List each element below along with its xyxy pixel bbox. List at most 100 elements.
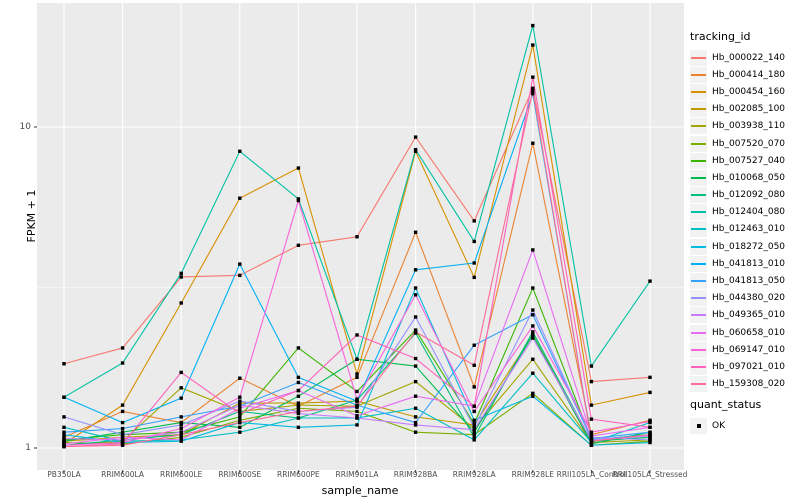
- data-point: [472, 435, 476, 439]
- data-point: [648, 440, 652, 445]
- legend-key-line-icon: [690, 135, 707, 152]
- data-point: [589, 403, 594, 407]
- data-point: [413, 423, 418, 427]
- data-point: [355, 414, 359, 418]
- x-tick-label: RRIM600LA: [101, 470, 145, 479]
- data-point: [413, 415, 418, 419]
- data-point: [238, 420, 242, 425]
- x-tick-label: RRIM600PE: [277, 470, 320, 479]
- data-point: [120, 403, 125, 407]
- data-point: [648, 433, 652, 437]
- data-point: [296, 198, 301, 203]
- data-point: [120, 438, 125, 442]
- data-point: [472, 418, 476, 422]
- data-point: [413, 379, 418, 384]
- data-point: [531, 330, 535, 334]
- data-point: [296, 375, 301, 380]
- x-tick-label: PB350LA: [47, 470, 81, 479]
- data-point: [120, 361, 125, 365]
- legend-item-label: Hb_007527_040: [712, 155, 786, 166]
- data-point: [179, 415, 183, 419]
- legend-item-label: Hb_000022_140: [712, 52, 786, 63]
- data-point: [648, 390, 652, 395]
- legend-item: Hb_012404_080: [690, 204, 800, 221]
- legend-item: Hb_044380_020: [690, 290, 800, 307]
- data-point: [531, 371, 535, 375]
- legend-item-label: Hb_049365_010: [712, 310, 786, 321]
- data-point: [472, 438, 476, 442]
- legend-item-label: Hb_018272_050: [712, 241, 786, 252]
- data-point: [472, 385, 476, 389]
- data-point: [413, 268, 418, 272]
- data-point: [413, 230, 418, 234]
- data-point: [238, 401, 242, 405]
- data-point: [296, 403, 301, 407]
- data-point: [531, 141, 535, 145]
- data-point: [589, 417, 594, 421]
- data-point: [648, 419, 652, 424]
- data-point: [120, 420, 125, 425]
- data-point: [413, 147, 418, 152]
- legend-item-label: Hb_159308_020: [712, 379, 786, 390]
- data-point: [238, 430, 242, 434]
- y-axis-title: FPKM + 1: [24, 189, 38, 243]
- data-point: [589, 434, 594, 438]
- data-point: [179, 275, 183, 279]
- data-point: [589, 443, 594, 447]
- x-tick-label: RRII105LA_Stressed: [612, 470, 688, 479]
- data-point: [238, 395, 242, 399]
- data-point: [179, 386, 183, 390]
- data-point: [296, 388, 301, 393]
- data-point: [472, 343, 476, 347]
- legend-item: Hb_007527_040: [690, 152, 800, 169]
- legend-item: Hb_018272_050: [690, 238, 800, 255]
- data-point: [179, 301, 183, 305]
- data-point: [648, 438, 652, 442]
- data-point: [238, 376, 242, 380]
- legend-quant-status: quant_status OK: [690, 398, 800, 434]
- data-point: [531, 86, 535, 90]
- data-point: [648, 430, 652, 434]
- legend-key-line-icon: [690, 101, 707, 118]
- legend-key-line-icon: [690, 358, 707, 375]
- legend-key-line-icon: [690, 290, 707, 307]
- legend-item: Hb_159308_020: [690, 376, 800, 393]
- data-point: [531, 313, 535, 317]
- data-point: [120, 443, 125, 447]
- data-point: [472, 219, 476, 223]
- legend-item: Hb_012092_080: [690, 187, 800, 204]
- data-point: [355, 372, 359, 376]
- data-point: [120, 426, 125, 431]
- legend-item-label: Hb_000414_180: [712, 69, 786, 80]
- data-point: [531, 336, 535, 340]
- data-point: [413, 135, 418, 139]
- data-point: [413, 293, 418, 297]
- legend-key-line-icon: [690, 204, 707, 221]
- data-point: [531, 391, 535, 396]
- data-point: [179, 396, 183, 400]
- data-point: [531, 91, 535, 96]
- data-point: [238, 149, 242, 154]
- legend-key-line-icon: [690, 118, 707, 135]
- data-point: [238, 399, 242, 403]
- data-point: [531, 248, 535, 252]
- legend-key-line-icon: [690, 238, 707, 255]
- data-point: [531, 357, 535, 361]
- legend-item-label: Hb_003938_110: [712, 121, 786, 132]
- data-point: [179, 370, 183, 375]
- legend-item: Hb_000022_140: [690, 49, 800, 66]
- data-point: [413, 330, 418, 334]
- data-point: [589, 379, 594, 384]
- data-point: [296, 406, 301, 410]
- data-point: [238, 273, 242, 278]
- legend-item-label: Hb_012092_080: [712, 190, 786, 201]
- data-point: [413, 315, 418, 319]
- legend-item-label: Hb_097021_010: [712, 361, 786, 372]
- data-point: [531, 394, 535, 398]
- data-point: [179, 426, 183, 431]
- legend-item-label: Hb_060658_010: [712, 327, 786, 338]
- data-point: [531, 75, 535, 79]
- data-point: [296, 401, 301, 405]
- data-point: [531, 23, 535, 28]
